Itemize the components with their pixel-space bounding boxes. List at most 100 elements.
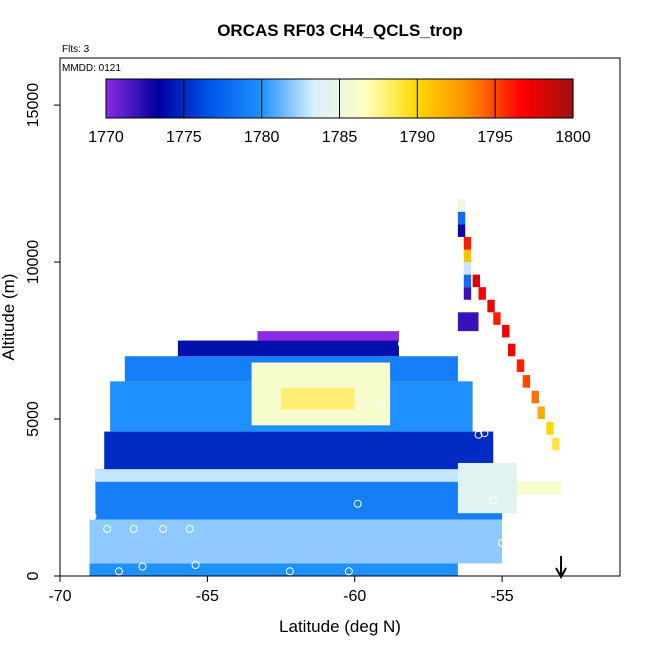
- colorbar-segment-21: [187, 79, 193, 118]
- colorbar-segment-56: [323, 79, 329, 118]
- colorbar-segment-19: [179, 79, 185, 118]
- colorbar-segment-84: [432, 79, 438, 118]
- sample-point-21: [459, 339, 468, 348]
- colorbar-segment-38: [253, 79, 259, 118]
- colorbar-segment-30: [222, 79, 228, 118]
- sample-point-9: [159, 524, 168, 533]
- y-tick-label-3: 15000: [25, 83, 42, 128]
- colorbar-segment-67: [366, 79, 372, 118]
- colorbar-segment-44: [277, 79, 282, 118]
- colorbar-tick-label-1: 1775: [166, 129, 202, 146]
- heat-region-13: [457, 312, 479, 332]
- colorbar-segment-78: [409, 79, 415, 118]
- heat-region-0: [89, 563, 458, 576]
- colorbar-segment-69: [374, 79, 380, 118]
- profile-cell-3: [463, 236, 472, 250]
- profile-cell-12: [502, 324, 510, 338]
- heat-region-10: [95, 469, 488, 482]
- colorbar-segment-48: [292, 79, 298, 118]
- colorbar-segment-98: [487, 79, 492, 118]
- colorbar-segment-89: [452, 79, 457, 118]
- colorbar-segment-71: [382, 79, 387, 118]
- colorbar-segment-95: [475, 79, 481, 118]
- heat-region-6: [177, 340, 399, 357]
- sample-point-17: [377, 399, 386, 408]
- colorbar-segment-74: [393, 79, 399, 118]
- colorbar-segment-115: [553, 79, 559, 118]
- profile-cell-4: [463, 249, 472, 263]
- colorbar-segment-107: [522, 79, 527, 118]
- colorbar-segment-106: [518, 79, 524, 118]
- x-tick-label-1: -65: [196, 588, 219, 605]
- colorbar-segment-11: [148, 79, 154, 118]
- colorbar-segment-46: [285, 79, 290, 118]
- plot-frame: [59, 57, 621, 577]
- colorbar-segment-112: [541, 79, 547, 118]
- colorbar-segment-2: [113, 79, 119, 118]
- colorbar-segment-42: [269, 79, 274, 118]
- x-tick-label-2: -60: [343, 588, 366, 605]
- sample-point-1: [138, 562, 147, 571]
- colorbar-segment-113: [545, 79, 551, 118]
- colorbar-segment-18: [176, 79, 181, 118]
- x-tick-label-3: -55: [491, 588, 514, 605]
- sample-point-10: [185, 524, 194, 533]
- colorbar-segment-85: [436, 79, 442, 118]
- colorbar-segment-65: [358, 79, 364, 118]
- colorbar-segment-118: [565, 79, 570, 118]
- colorbar-segment-26: [207, 79, 212, 118]
- colorbar-segment-39: [257, 79, 263, 118]
- colorbar-segment-28: [214, 79, 220, 118]
- colorbar-segment-25: [203, 79, 208, 118]
- colorbar-segment-1: [109, 79, 115, 118]
- colorbar-segment-104: [510, 79, 516, 118]
- profile-cell-11: [493, 312, 501, 325]
- colorbar-segment-63: [351, 79, 356, 118]
- colorbar-segment-79: [413, 79, 418, 118]
- profile-cell-16: [531, 390, 539, 404]
- x-axis-label: Latitude (deg N): [279, 617, 401, 636]
- heat-region-11: [457, 462, 517, 514]
- chart-title: ORCAS RF03 CH4_QCLS_trop: [217, 21, 463, 40]
- profile-cell-10: [487, 299, 495, 313]
- colorbar-segment-111: [537, 79, 543, 118]
- profile-cell-19: [552, 437, 560, 451]
- colorbar-segment-27: [211, 79, 216, 118]
- colorbar-segment-103: [506, 79, 512, 118]
- x-tick-label-0: -70: [48, 588, 71, 605]
- profile-cell-9: [478, 287, 486, 300]
- colorbar-segment-110: [534, 79, 539, 118]
- colorbar-segment-24: [199, 79, 204, 118]
- sample-point-18: [114, 358, 123, 367]
- colorbar-segment-20: [183, 79, 189, 118]
- colorbar-segment-52: [308, 79, 313, 118]
- colorbar-segment-51: [304, 79, 309, 118]
- profile-cell-15: [522, 375, 531, 388]
- colorbar-segment-29: [218, 79, 224, 118]
- colorbar-segment-12: [152, 79, 158, 118]
- colorbar-segment-54: [316, 79, 321, 118]
- sample-point-12: [489, 496, 498, 505]
- y-tick-label-1: 5000: [25, 401, 42, 437]
- colorbar-segment-96: [479, 79, 485, 118]
- colorbar-segment-93: [467, 79, 473, 118]
- heatmap-layer: [89, 199, 562, 576]
- colorbar-segment-99: [491, 79, 496, 118]
- y-tick-label-0: 0: [25, 571, 42, 580]
- colorbar-segment-41: [265, 79, 271, 118]
- colorbar: 1770 1775 1780 1785 1790 1795 1800: [88, 78, 591, 146]
- profile-cell-13: [508, 343, 516, 357]
- colorbar-segment-53: [312, 79, 317, 118]
- colorbar-segment-3: [117, 79, 123, 118]
- colorbar-segment-72: [386, 79, 391, 118]
- profile-cell-0: [457, 199, 466, 212]
- flights-note: Flts: 3: [62, 44, 90, 55]
- colorbar-segment-61: [343, 79, 348, 118]
- colorbar-segment-60: [339, 79, 344, 118]
- colorbar-segment-36: [246, 79, 251, 118]
- colorbar-segment-90: [456, 79, 461, 118]
- colorbar-segment-70: [378, 79, 383, 118]
- profile-cell-2: [457, 224, 466, 237]
- sample-point-5: [495, 567, 504, 576]
